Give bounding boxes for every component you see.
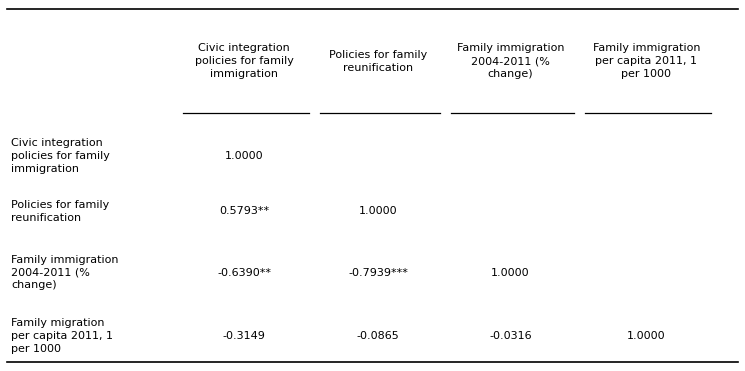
Text: Civic integration
policies for family
immigration: Civic integration policies for family im… <box>11 138 110 174</box>
Text: Family immigration
per capita 2011, 1
per 1000: Family immigration per capita 2011, 1 pe… <box>592 43 700 79</box>
Text: 1.0000: 1.0000 <box>225 151 263 161</box>
Text: 1.0000: 1.0000 <box>359 207 397 216</box>
Text: -0.6390**: -0.6390** <box>217 268 271 278</box>
Text: Family immigration
2004-2011 (%
change): Family immigration 2004-2011 (% change) <box>11 255 118 290</box>
Text: -0.0865: -0.0865 <box>357 331 399 341</box>
Text: -0.3149: -0.3149 <box>223 331 265 341</box>
Text: Family immigration
2004-2011 (%
change): Family immigration 2004-2011 (% change) <box>457 43 564 79</box>
Text: 1.0000: 1.0000 <box>627 331 665 341</box>
Text: 0.5793**: 0.5793** <box>219 207 269 216</box>
Text: Policies for family
reunification: Policies for family reunification <box>329 50 427 73</box>
Text: Civic integration
policies for family
immigration: Civic integration policies for family im… <box>194 43 294 79</box>
Text: Family migration
per capita 2011, 1
per 1000: Family migration per capita 2011, 1 per … <box>11 318 113 354</box>
Text: -0.0316: -0.0316 <box>489 331 532 341</box>
Text: -0.7939***: -0.7939*** <box>348 268 408 278</box>
Text: 1.0000: 1.0000 <box>491 268 530 278</box>
Text: Policies for family
reunification: Policies for family reunification <box>11 200 110 223</box>
